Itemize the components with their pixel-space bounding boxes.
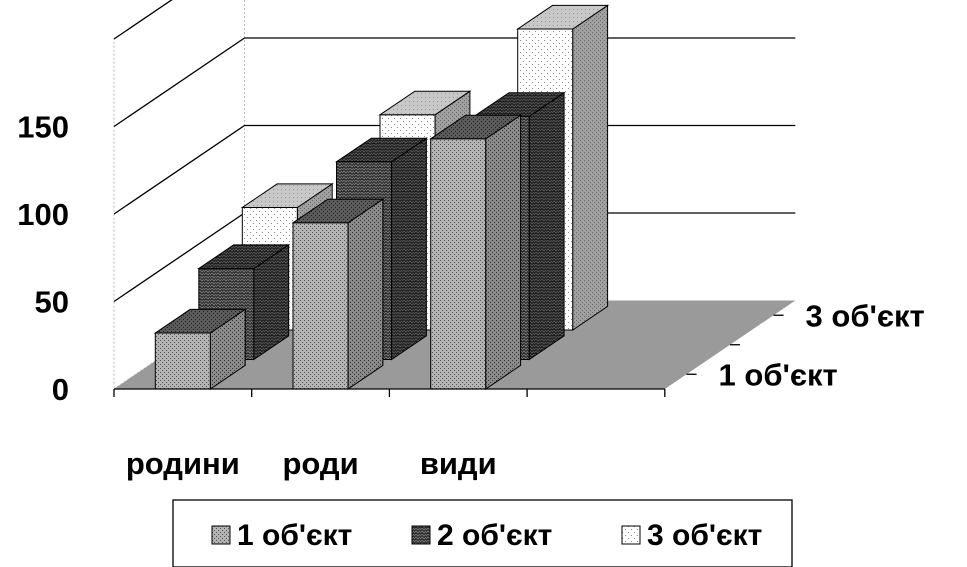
depth-axis-label: 3 об'єкт [806, 298, 925, 333]
bar-side [348, 199, 383, 389]
legend-swatch [622, 526, 640, 544]
x-category-label: види [420, 446, 497, 481]
legend-label: 2 об'єкт [437, 519, 552, 552]
y-tick-label: 50 [35, 285, 69, 320]
x-category-label: родини [126, 446, 240, 481]
bar [431, 115, 521, 389]
bar-side [486, 115, 521, 389]
bar-front [431, 139, 486, 389]
bar [293, 199, 383, 389]
y-tick-label: 100 [17, 197, 69, 232]
bar-front [293, 223, 348, 389]
y-tick-label: 150 [17, 110, 69, 145]
depth-axis-label: 1 об'єкт [719, 357, 838, 392]
bar-side [529, 93, 564, 360]
y-tick-label: 0 [52, 372, 69, 407]
legend: 1 об'єкт 2 об'єкт 3 об'єкт [173, 500, 792, 567]
x-category-label: роди [282, 446, 358, 481]
bar-side [573, 5, 608, 330]
bar-front [155, 333, 210, 389]
legend-swatch [212, 526, 230, 544]
legend-swatch [412, 526, 430, 544]
legend-label: 3 об'єкт [647, 519, 762, 552]
bar-side [392, 138, 427, 359]
legend-label: 1 об'єкт [237, 519, 352, 552]
